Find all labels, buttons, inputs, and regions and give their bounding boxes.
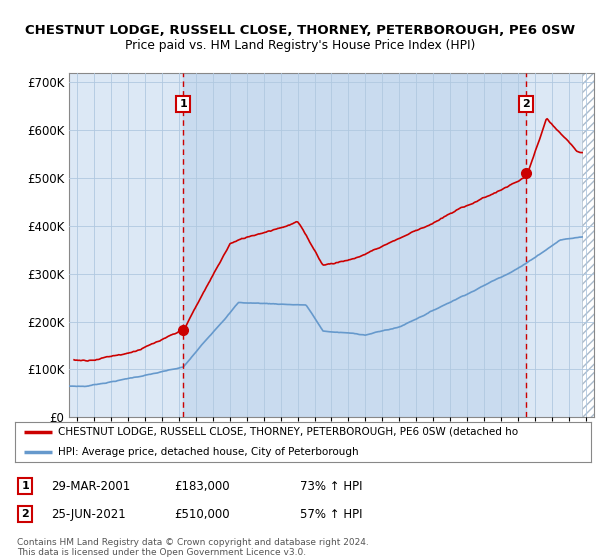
Bar — [582, 73, 594, 417]
Text: £183,000: £183,000 — [174, 479, 230, 493]
Text: 25-JUN-2021: 25-JUN-2021 — [51, 507, 126, 521]
Text: 29-MAR-2001: 29-MAR-2001 — [51, 479, 130, 493]
Text: 73% ↑ HPI: 73% ↑ HPI — [300, 479, 362, 493]
Text: 1: 1 — [179, 99, 187, 109]
Text: 57% ↑ HPI: 57% ↑ HPI — [300, 507, 362, 521]
Text: HPI: Average price, detached house, City of Peterborough: HPI: Average price, detached house, City… — [58, 447, 359, 457]
Text: 2: 2 — [22, 509, 29, 519]
Text: 2: 2 — [523, 99, 530, 109]
Text: £510,000: £510,000 — [174, 507, 230, 521]
Text: CHESTNUT LODGE, RUSSELL CLOSE, THORNEY, PETERBOROUGH, PE6 0SW (detached ho: CHESTNUT LODGE, RUSSELL CLOSE, THORNEY, … — [58, 427, 518, 437]
Bar — [582, 73, 594, 417]
Text: 1: 1 — [22, 481, 29, 491]
Text: Price paid vs. HM Land Registry's House Price Index (HPI): Price paid vs. HM Land Registry's House … — [125, 39, 475, 53]
Text: CHESTNUT LODGE, RUSSELL CLOSE, THORNEY, PETERBOROUGH, PE6 0SW: CHESTNUT LODGE, RUSSELL CLOSE, THORNEY, … — [25, 24, 575, 38]
Bar — [184, 73, 526, 417]
Text: Contains HM Land Registry data © Crown copyright and database right 2024.
This d: Contains HM Land Registry data © Crown c… — [17, 538, 368, 557]
